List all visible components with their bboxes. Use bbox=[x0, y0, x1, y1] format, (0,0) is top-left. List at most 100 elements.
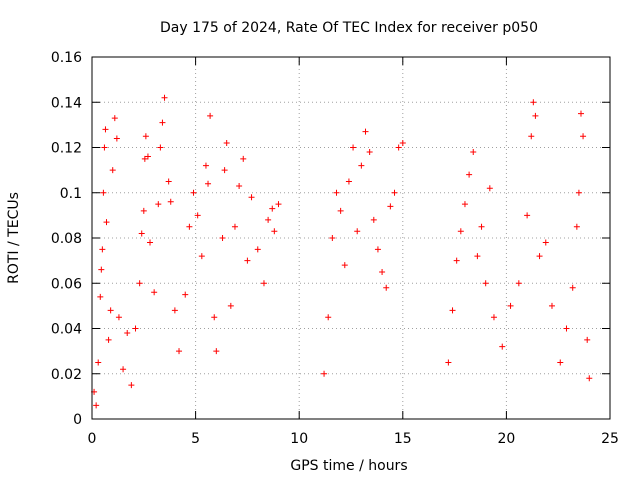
data-point bbox=[167, 198, 174, 205]
y-tick-label: 0.02 bbox=[51, 367, 82, 383]
data-point bbox=[223, 139, 230, 146]
data-point bbox=[240, 155, 247, 162]
data-point bbox=[515, 280, 522, 287]
data-point bbox=[478, 223, 485, 230]
data-points bbox=[91, 94, 593, 409]
data-point bbox=[453, 257, 460, 264]
data-point bbox=[486, 185, 493, 192]
data-point bbox=[207, 112, 214, 119]
x-axis-label: GPS time / hours bbox=[290, 458, 407, 474]
data-point bbox=[358, 162, 365, 169]
data-point bbox=[387, 203, 394, 210]
y-tick-label: 0.14 bbox=[51, 95, 82, 111]
data-point bbox=[569, 284, 576, 291]
data-point bbox=[449, 307, 456, 314]
data-point bbox=[354, 228, 361, 235]
data-point bbox=[102, 126, 109, 133]
x-axis-ticks: 0 5 10 15 20 25 bbox=[88, 57, 619, 447]
x-tick-label: 20 bbox=[497, 431, 515, 447]
data-point bbox=[275, 201, 282, 208]
data-point bbox=[120, 366, 127, 373]
data-point bbox=[142, 133, 149, 140]
data-point bbox=[213, 348, 220, 355]
data-point bbox=[325, 314, 332, 321]
data-point bbox=[399, 139, 406, 146]
data-point bbox=[580, 133, 587, 140]
data-point bbox=[370, 216, 377, 223]
data-point bbox=[530, 99, 537, 106]
data-point bbox=[176, 348, 183, 355]
data-point bbox=[445, 359, 452, 366]
data-point bbox=[329, 235, 336, 241]
data-point bbox=[362, 128, 369, 135]
data-point bbox=[563, 325, 570, 332]
data-point bbox=[548, 302, 555, 309]
data-point bbox=[186, 223, 193, 230]
data-point bbox=[231, 223, 238, 230]
data-point bbox=[244, 257, 251, 264]
data-point bbox=[219, 235, 226, 241]
data-point bbox=[221, 167, 228, 174]
x-tick-label: 10 bbox=[290, 431, 308, 447]
data-point bbox=[128, 382, 135, 389]
data-point bbox=[109, 167, 116, 174]
data-point bbox=[132, 325, 139, 332]
y-tick-label: 0.1 bbox=[60, 186, 82, 202]
data-point bbox=[383, 284, 390, 291]
data-point bbox=[205, 180, 212, 187]
y-axis-label: ROTI / TECUs bbox=[6, 192, 22, 284]
data-point bbox=[524, 212, 531, 219]
data-point bbox=[138, 230, 145, 237]
data-point bbox=[366, 149, 373, 156]
data-point bbox=[391, 189, 398, 196]
data-point bbox=[93, 402, 100, 409]
data-point bbox=[103, 219, 110, 226]
y-tick-label: 0.04 bbox=[51, 322, 82, 338]
data-point bbox=[350, 144, 357, 151]
data-point bbox=[211, 314, 218, 321]
data-point bbox=[557, 359, 564, 366]
data-point bbox=[457, 228, 464, 235]
data-point bbox=[395, 144, 402, 151]
x-tick-label: 15 bbox=[394, 431, 412, 447]
data-point bbox=[584, 336, 591, 343]
data-point bbox=[532, 112, 539, 119]
data-point bbox=[345, 178, 352, 185]
y-tick-label: 0.08 bbox=[51, 231, 82, 247]
data-point bbox=[321, 370, 328, 377]
data-point bbox=[536, 253, 543, 260]
data-point bbox=[182, 291, 189, 298]
data-point bbox=[190, 189, 197, 196]
data-point bbox=[333, 189, 340, 196]
data-point bbox=[269, 205, 276, 212]
data-point bbox=[470, 149, 477, 156]
data-point bbox=[98, 266, 105, 273]
data-point bbox=[155, 201, 162, 208]
data-point bbox=[100, 189, 107, 196]
data-point bbox=[165, 178, 172, 185]
data-point bbox=[254, 246, 261, 253]
data-point bbox=[466, 171, 473, 178]
data-point bbox=[194, 212, 201, 219]
data-point bbox=[461, 201, 468, 208]
data-point bbox=[573, 223, 580, 230]
data-point bbox=[144, 153, 151, 160]
data-point bbox=[374, 246, 381, 253]
data-point bbox=[159, 119, 166, 126]
data-point bbox=[499, 343, 506, 350]
y-axis-ticks: 0 0.02 0.04 0.06 0.08 0.1 0.12 0.14 0.16 bbox=[51, 50, 610, 428]
y-tick-label: 0.06 bbox=[51, 276, 82, 292]
data-point bbox=[157, 144, 164, 151]
data-point bbox=[236, 182, 243, 189]
data-point bbox=[101, 144, 108, 151]
x-tick-label: 25 bbox=[601, 431, 619, 447]
data-point bbox=[271, 228, 278, 235]
data-point bbox=[379, 268, 386, 275]
data-point bbox=[482, 280, 489, 287]
data-point bbox=[107, 307, 114, 314]
data-point bbox=[341, 262, 348, 269]
data-point bbox=[575, 189, 582, 196]
data-point bbox=[490, 314, 497, 321]
data-point bbox=[161, 94, 168, 101]
data-point bbox=[113, 135, 120, 142]
